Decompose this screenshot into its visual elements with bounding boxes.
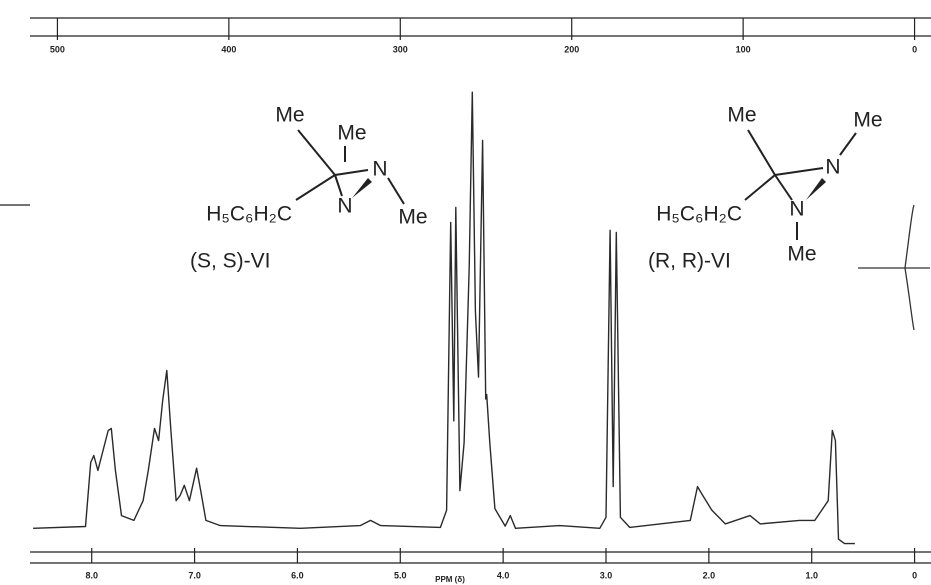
x-tick-label: 4.0 [497,570,510,580]
compound-name: (S, S)-VI [190,250,271,273]
x2-tick-label: 0 [912,44,917,54]
structure-label: Me [727,104,756,127]
x-tick-label: 5.0 [394,570,407,580]
bond [744,129,857,240]
x2-tick-label: 100 [736,44,751,54]
structure-label: N [789,198,804,221]
x2-tick-label: 400 [221,44,236,54]
x-tick-label: 6.0 [291,570,304,580]
reference-signal [858,204,930,331]
wedge-bond [806,178,826,200]
x-tick-label: 7.0 [188,570,201,580]
x-tick-label: 0 [912,570,917,580]
wedge-bond [352,178,372,198]
structure-label: H₅C₆H₂C [206,203,292,226]
x2-tick-label: 500 [50,44,65,54]
structure-label: H₅C₆H₂C [656,203,742,226]
x-tick-label: 1.0 [805,570,818,580]
structure-label: Me [337,122,366,145]
structure-label: N [825,156,840,179]
x-tick-label: 8.0 [85,570,98,580]
x-tick-label: 2.0 [703,570,716,580]
structure-label: Me [398,206,427,229]
bond [295,129,405,205]
structure-r-r: Me Me N H₅C₆H₂C N Me (R, R)-VI [648,104,883,273]
spectrum-line [33,91,855,545]
structure-label: Me [275,104,304,127]
compound-name: (R, R)-VI [648,250,731,273]
x2-tick-label: 200 [564,44,579,54]
structure-label: N [337,195,352,218]
structure-label: N [372,158,387,181]
structure-s-s: Me Me N N Me H₅C₆H₂C (S, S)-VI [190,104,428,273]
x-tick-label: 3.0 [600,570,613,580]
structure-label: Me [787,243,816,266]
structure-label: Me [853,109,882,132]
x2-tick-label: 300 [393,44,408,54]
x-axis-label: PPM (δ) [435,575,465,584]
